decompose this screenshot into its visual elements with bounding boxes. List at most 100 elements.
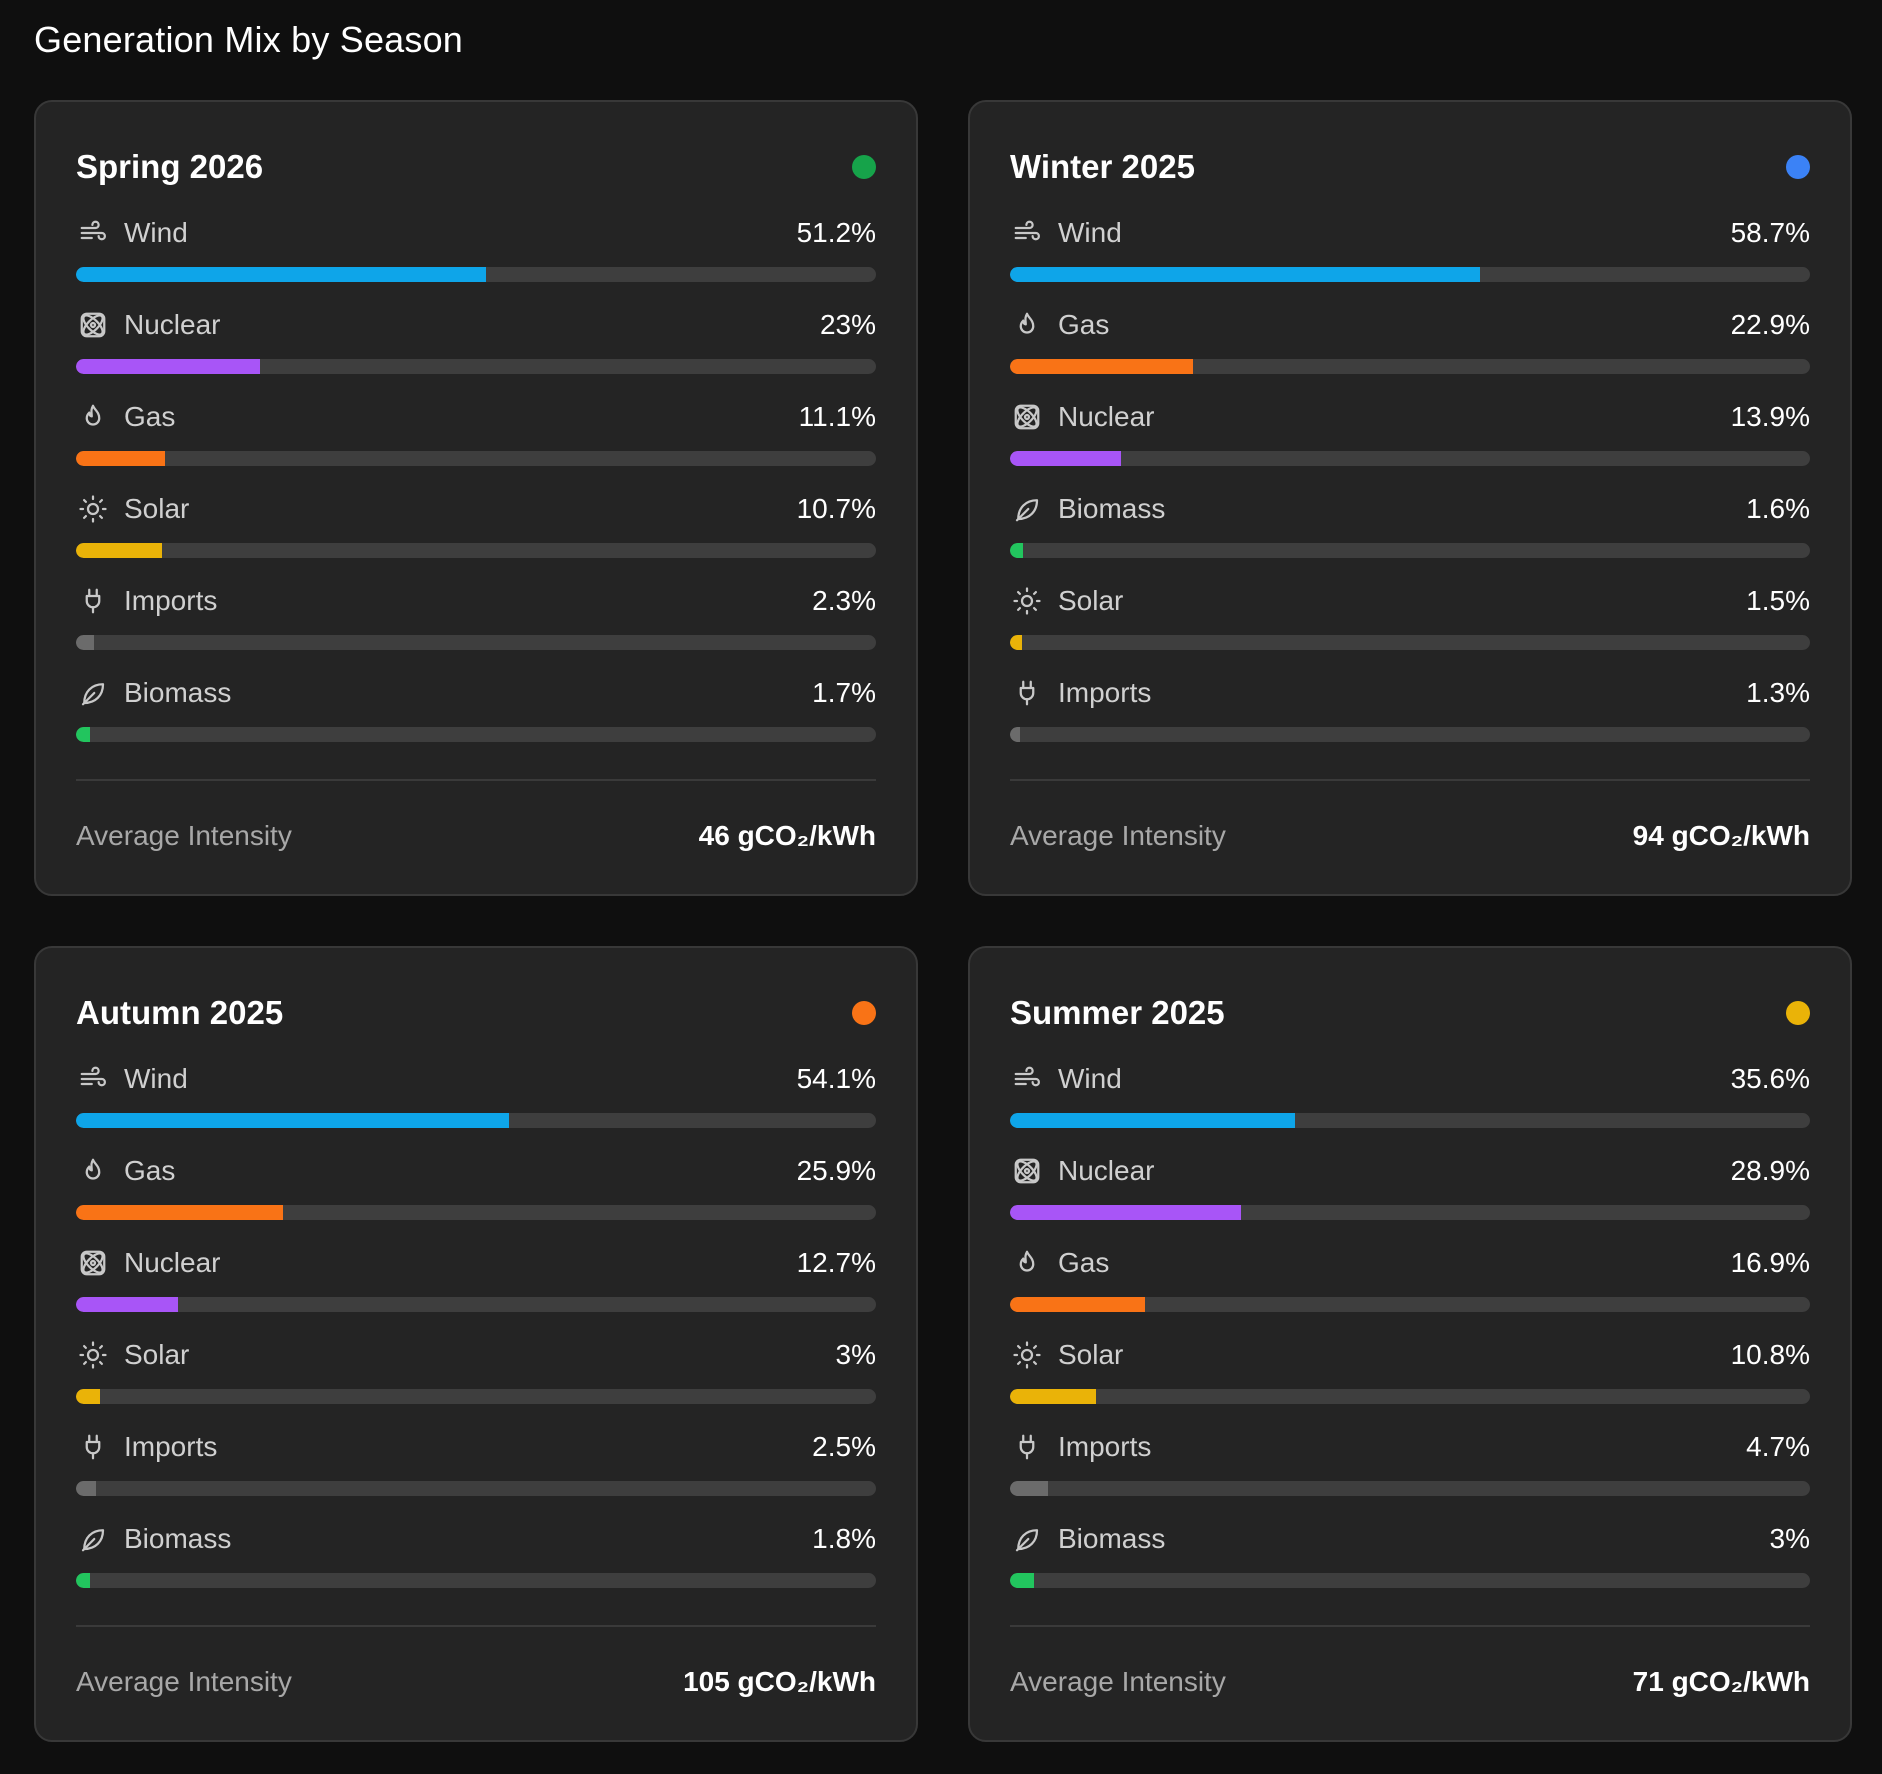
plug-icon (1010, 676, 1044, 710)
source-label: Biomass (1058, 493, 1166, 524)
source-row-imports: Imports 1.3% (1010, 667, 1810, 759)
share-bar-track (76, 543, 876, 558)
wind-icon (76, 216, 110, 250)
source-row-biomass: Biomass 1.7% (76, 667, 876, 759)
season-card: Spring 2026 Wind 51.2% Nuclear 23% Gas 11.1% So… (34, 100, 918, 896)
card-header: Spring 2026 (76, 137, 876, 197)
flame-icon (1010, 308, 1044, 342)
share-bar-track (76, 635, 876, 650)
source-row-solar: Solar 10.7% (76, 483, 876, 575)
source-label: Gas (124, 1155, 176, 1186)
source-list: Wind 54.1% Gas 25.9% Nuclear 12.7% Solar 3% Impo… (76, 1053, 876, 1605)
share-bar-fill (1010, 635, 1022, 650)
share-bar-track (76, 1573, 876, 1588)
share-bar-track (1010, 635, 1810, 650)
season-card: Summer 2025 Wind 35.6% Nuclear 28.9% Gas 16.9%… (968, 946, 1852, 1742)
average-intensity-label: Average Intensity (1010, 820, 1226, 851)
season-color-dot (852, 155, 876, 179)
source-percentage: 23% (819, 309, 876, 340)
season-title: Summer 2025 (1010, 994, 1225, 1031)
source-label: Wind (124, 1063, 188, 1094)
source-row-nuclear: Nuclear 28.9% (1010, 1145, 1810, 1237)
plug-icon (76, 1430, 110, 1464)
flame-icon (1010, 1246, 1044, 1280)
plug-icon (1010, 1430, 1044, 1464)
share-bar-fill (1010, 1205, 1242, 1220)
source-row-biomass: Biomass 1.6% (1010, 483, 1810, 575)
source-percentage: 1.7% (812, 677, 876, 708)
source-percentage: 25.9% (796, 1155, 876, 1186)
share-bar-fill (76, 543, 162, 558)
average-intensity-label: Average Intensity (76, 820, 292, 851)
share-bar-fill (76, 1205, 284, 1220)
leaf-icon (1010, 1522, 1044, 1556)
card-footer: Average Intensity 71 gCO₂/kWh (1010, 1627, 1810, 1737)
season-title: Winter 2025 (1010, 148, 1195, 185)
share-bar-track (76, 359, 876, 374)
share-bar-fill (1010, 1113, 1295, 1128)
source-row-gas: Gas 11.1% (76, 391, 876, 483)
share-bar-track (76, 1389, 876, 1404)
source-label: Gas (124, 401, 176, 432)
card-header: Winter 2025 (1010, 137, 1810, 197)
share-bar-fill (76, 267, 486, 282)
source-percentage: 1.8% (812, 1523, 876, 1554)
season-title: Autumn 2025 (76, 994, 284, 1031)
source-label: Nuclear (124, 309, 221, 340)
share-bar-track (76, 1205, 876, 1220)
leaf-icon (76, 676, 110, 710)
share-bar-fill (76, 1297, 178, 1312)
plug-icon (76, 584, 110, 618)
source-percentage: 22.9% (1730, 309, 1810, 340)
source-row-gas: Gas 25.9% (76, 1145, 876, 1237)
source-list: Wind 35.6% Nuclear 28.9% Gas 16.9% Solar 10.8% I… (1010, 1053, 1810, 1605)
share-bar-fill (1010, 727, 1021, 742)
share-bar-track (1010, 1389, 1810, 1404)
source-percentage: 2.3% (812, 585, 876, 616)
average-intensity-value: 71 gCO₂/kWh (1632, 1666, 1810, 1697)
sun-icon (1010, 1338, 1044, 1372)
source-list: Wind 58.7% Gas 22.9% Nuclear 13.9% Biomass 1.6%… (1010, 207, 1810, 759)
average-intensity-value: 94 gCO₂/kWh (1632, 820, 1810, 851)
source-row-wind: Wind 58.7% (1010, 207, 1810, 299)
source-row-nuclear: Nuclear 12.7% (76, 1237, 876, 1329)
source-row-imports: Imports 2.5% (76, 1421, 876, 1513)
flame-icon (76, 400, 110, 434)
divider (76, 779, 876, 781)
source-row-imports: Imports 2.3% (76, 575, 876, 667)
source-percentage: 51.2% (796, 217, 876, 248)
source-percentage: 54.1% (796, 1063, 876, 1094)
share-bar-fill (76, 1389, 100, 1404)
source-percentage: 28.9% (1730, 1155, 1810, 1186)
share-bar-track (76, 451, 876, 466)
source-label: Wind (124, 217, 188, 248)
source-percentage: 10.7% (796, 493, 876, 524)
source-label: Biomass (124, 1523, 232, 1554)
source-row-biomass: Biomass 1.8% (76, 1513, 876, 1605)
source-row-imports: Imports 4.7% (1010, 1421, 1810, 1513)
source-row-nuclear: Nuclear 13.9% (1010, 391, 1810, 483)
source-label: Gas (1058, 309, 1110, 340)
share-bar-fill (1010, 359, 1194, 374)
source-percentage: 58.7% (1730, 217, 1810, 248)
share-bar-fill (76, 727, 90, 742)
source-label: Solar (124, 1339, 190, 1370)
share-bar-track (76, 1297, 876, 1312)
sun-icon (76, 492, 110, 526)
page-title: Generation Mix by Season (34, 19, 464, 60)
source-row-biomass: Biomass 3% (1010, 1513, 1810, 1605)
share-bar-track (76, 1113, 876, 1128)
source-row-nuclear: Nuclear 23% (76, 299, 876, 391)
share-bar-fill (1010, 1573, 1034, 1588)
wind-icon (1010, 216, 1044, 250)
source-percentage: 3% (835, 1339, 876, 1370)
source-percentage: 11.1% (798, 401, 876, 432)
share-bar-fill (1010, 451, 1122, 466)
share-bar-track (1010, 267, 1810, 282)
share-bar-fill (1010, 543, 1023, 558)
sun-icon (76, 1338, 110, 1372)
season-grid: Spring 2026 Wind 51.2% Nuclear 23% Gas 11.1% So… (34, 100, 1852, 1742)
share-bar-fill (76, 635, 95, 650)
source-list: Wind 51.2% Nuclear 23% Gas 11.1% Solar 10.7% Imp… (76, 207, 876, 759)
season-color-dot (1786, 155, 1810, 179)
